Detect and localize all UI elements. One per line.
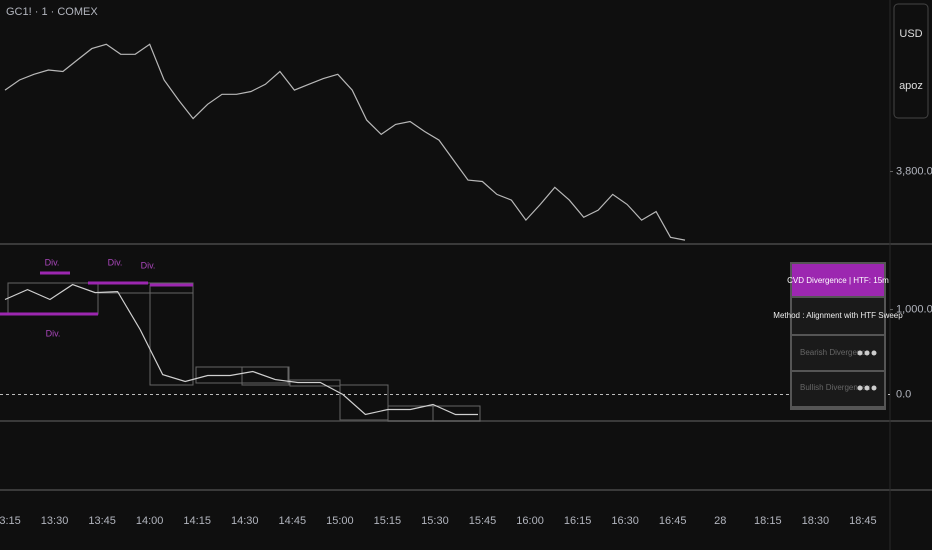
symbol-label: GC1! · 1 · COMEX [6, 6, 98, 18]
table-row: Bullish Divergence : [800, 383, 871, 392]
currency-button[interactable]: USD [899, 28, 922, 40]
series-line [4, 43, 686, 241]
status-icons [857, 350, 877, 391]
side-panel [893, 3, 929, 119]
x-tick-label: 14:15 [183, 515, 211, 527]
x-tick-label: 16:00 [516, 515, 544, 527]
x-tick-label: 15:45 [469, 515, 497, 527]
y-tick-label: 3,800.0 [896, 165, 932, 177]
div-label: Div. [45, 257, 60, 267]
x-tick-label: 16:45 [659, 515, 687, 527]
table-row: Bearish Divergence : [800, 348, 874, 357]
div-label: Div. [108, 257, 123, 267]
x-tick-label: 14:00 [136, 515, 164, 527]
x-tick-label: 15:30 [421, 515, 449, 527]
x-tick-label: 14:30 [231, 515, 259, 527]
x-tick-label: 15:15 [374, 515, 402, 527]
x-tick-label: 16:30 [611, 515, 639, 527]
x-tick-label: 15:00 [326, 515, 354, 527]
div-label: Div. [46, 328, 61, 338]
unit-button[interactable]: apoz [899, 80, 923, 92]
x-tick-label: 18:30 [802, 515, 830, 527]
x-tick-label: 14:45 [279, 515, 307, 527]
divergence-lines [0, 271, 193, 316]
y-tick-label: 1,000.0 [896, 303, 932, 315]
x-tick-label: 16:15 [564, 515, 592, 527]
x-tick-label: 13:30 [41, 515, 69, 527]
table-method: Method : Alignment with HTF Sweep [773, 311, 903, 320]
x-tick-label: 28 [714, 515, 726, 527]
info-table: CVD Divergence | HTF: 15m Method : Align… [773, 262, 903, 410]
table-title: CVD Divergence | HTF: 15m [787, 276, 889, 285]
x-tick-label: 18:15 [754, 515, 782, 527]
y-tick-label: 0.0 [896, 388, 911, 400]
range-boxes [7, 282, 481, 422]
x-tick-label: 13:45 [88, 515, 116, 527]
div-label: Div. [141, 260, 156, 270]
x-tick-label: 13:15 [0, 515, 21, 527]
table-header [792, 264, 884, 296]
x-tick-label: 18:45 [849, 515, 877, 527]
table-cell [792, 298, 884, 334]
series-line [4, 283, 478, 416]
